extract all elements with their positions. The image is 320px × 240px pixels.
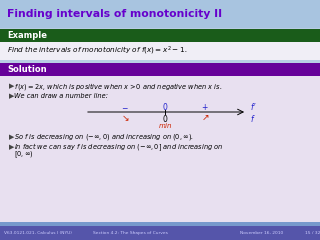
- Text: $f\,(x) = 2x$, which is positive when $x > 0$ and negative when $x$ is.: $f\,(x) = 2x$, which is positive when $x…: [14, 80, 222, 91]
- Bar: [0, 0, 320, 28]
- Bar: [0, 76, 320, 222]
- Text: $[0, \infty)$: $[0, \infty)$: [14, 150, 34, 160]
- Text: $min$: $min$: [158, 120, 172, 130]
- Text: $\blacktriangleright$: $\blacktriangleright$: [7, 132, 16, 142]
- Text: Example: Example: [7, 31, 47, 40]
- Text: $\searrow$: $\searrow$: [120, 113, 130, 123]
- Text: Finding intervals of monotonicity II: Finding intervals of monotonicity II: [7, 9, 222, 19]
- Text: V63.0121.021, Calculus I (NYU): V63.0121.021, Calculus I (NYU): [4, 231, 72, 235]
- Text: $\blacktriangleright$: $\blacktriangleright$: [7, 142, 16, 152]
- Text: $0$: $0$: [162, 113, 168, 124]
- Text: Section 4.2: The Shapes of Curves: Section 4.2: The Shapes of Curves: [92, 231, 167, 235]
- Bar: [0, 29, 320, 42]
- Text: Solution: Solution: [7, 65, 47, 74]
- Bar: [0, 63, 320, 76]
- Text: $f$: $f$: [250, 113, 256, 124]
- Text: We can draw a number line:: We can draw a number line:: [14, 93, 108, 99]
- Text: Find the intervals of monotonicity of $f(x) = x^2 - 1$.: Find the intervals of monotonicity of $f…: [7, 45, 187, 57]
- Text: $+$: $+$: [201, 102, 209, 112]
- Text: $-$: $-$: [121, 102, 129, 112]
- Text: 15 / 32: 15 / 32: [305, 231, 320, 235]
- Text: $\blacktriangleright$: $\blacktriangleright$: [7, 91, 16, 101]
- Bar: [0, 226, 320, 240]
- Bar: [0, 222, 320, 226]
- Bar: [0, 42, 320, 60]
- Text: $0$: $0$: [162, 102, 168, 113]
- Text: $\nearrow$: $\nearrow$: [200, 114, 210, 122]
- Bar: [0, 60, 320, 63]
- Text: $\blacktriangleright$: $\blacktriangleright$: [7, 81, 16, 91]
- Text: In fact we can say $f$ is decreasing on $(-\infty, 0]$ and increasing on: In fact we can say $f$ is decreasing on …: [14, 141, 224, 153]
- Text: November 16, 2010: November 16, 2010: [240, 231, 283, 235]
- Text: So $f$ is decreasing on $(-\infty, 0)$ and increasing on $(0, \infty)$.: So $f$ is decreasing on $(-\infty, 0)$ a…: [14, 132, 194, 142]
- Text: $f'$: $f'$: [250, 102, 256, 113]
